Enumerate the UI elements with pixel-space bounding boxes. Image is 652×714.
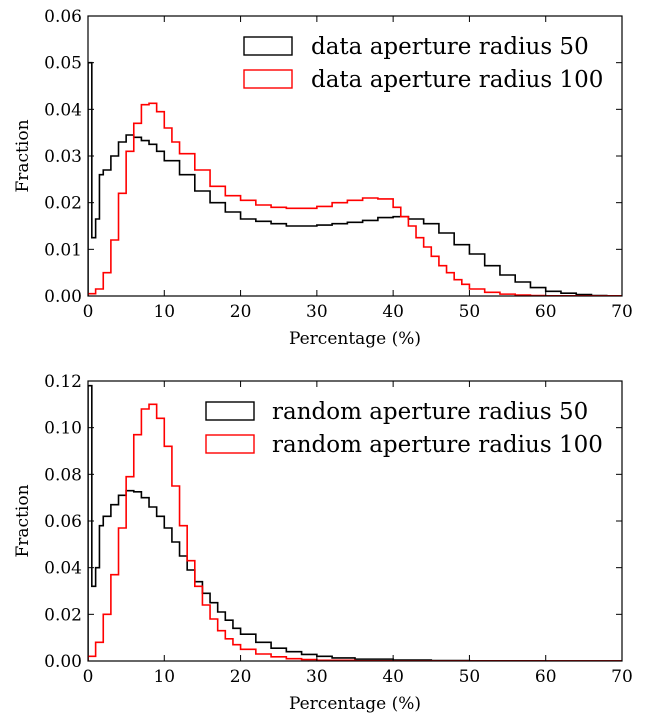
y-tick-label: 0.05 (44, 54, 82, 74)
x-tick-label: 50 (459, 302, 481, 322)
x-axis-label: Percentage (%) (289, 694, 421, 714)
legend-label: random aperture radius 100 (272, 432, 603, 458)
x-tick-label: 10 (153, 667, 175, 687)
y-tick-label: 0.03 (44, 147, 82, 167)
legend: data aperture radius 50 data aperture rad… (243, 34, 603, 93)
y-axis-label: Fraction (13, 119, 33, 192)
x-tick-label: 0 (83, 302, 94, 322)
x-tick-label: 20 (230, 302, 252, 322)
series-1-line (88, 384, 622, 661)
panel-1: 0 10 20 30 40 50 60 70 0.00 0.01 0.02 0.03 0.04 0.05 0… (13, 7, 633, 349)
legend-label: data aperture radius 50 (311, 34, 589, 60)
legend-swatch (243, 36, 293, 56)
x-tick-label: 40 (382, 667, 404, 687)
x-tick-label: 60 (535, 302, 557, 322)
y-tick-label: 0.00 (44, 287, 82, 307)
legend-label: data aperture radius 100 (311, 67, 603, 93)
x-tick-label: 0 (83, 667, 94, 687)
x-tick-label: 10 (153, 302, 175, 322)
panel-2: 0 10 20 30 40 50 60 70 0.00 0.02 0.04 0.06 0.08 0.10 0… (13, 372, 633, 714)
y-tick-label: 0.12 (44, 372, 82, 392)
x-tick-label: 60 (535, 667, 557, 687)
y-tick-label: 0.06 (44, 512, 82, 532)
y-tick-label: 0.08 (44, 465, 82, 485)
x-tick-label: 70 (611, 302, 633, 322)
y-tick-label: 0.04 (44, 559, 82, 579)
series-1-line (88, 61, 622, 296)
y-tick-label: 0.00 (44, 652, 82, 672)
x-tick-label: 40 (382, 302, 404, 322)
legend-swatch (205, 401, 255, 421)
series-2-line (88, 403, 622, 661)
x-tick-label: 30 (306, 667, 328, 687)
y-tick-label: 0.02 (44, 194, 82, 214)
legend-swatch (205, 434, 255, 454)
y-axis-label: Fraction (13, 484, 33, 557)
legend-label: random aperture radius 50 (272, 399, 588, 425)
x-tick-label: 70 (611, 667, 633, 687)
y-tick-label: 0.06 (44, 7, 82, 27)
x-axis-label: Percentage (%) (289, 329, 421, 349)
y-tick-label: 0.01 (44, 240, 82, 260)
x-tick-label: 20 (230, 667, 252, 687)
y-tick-label: 0.02 (44, 605, 82, 625)
legend-swatch (243, 69, 293, 89)
series-2-line (88, 102, 622, 296)
y-tick-label: 0.10 (44, 419, 82, 439)
x-tick-label: 50 (459, 667, 481, 687)
x-tick-label: 30 (306, 302, 328, 322)
y-tick-label: 0.04 (44, 100, 82, 120)
legend: random aperture radius 50 random aperture… (205, 399, 603, 458)
